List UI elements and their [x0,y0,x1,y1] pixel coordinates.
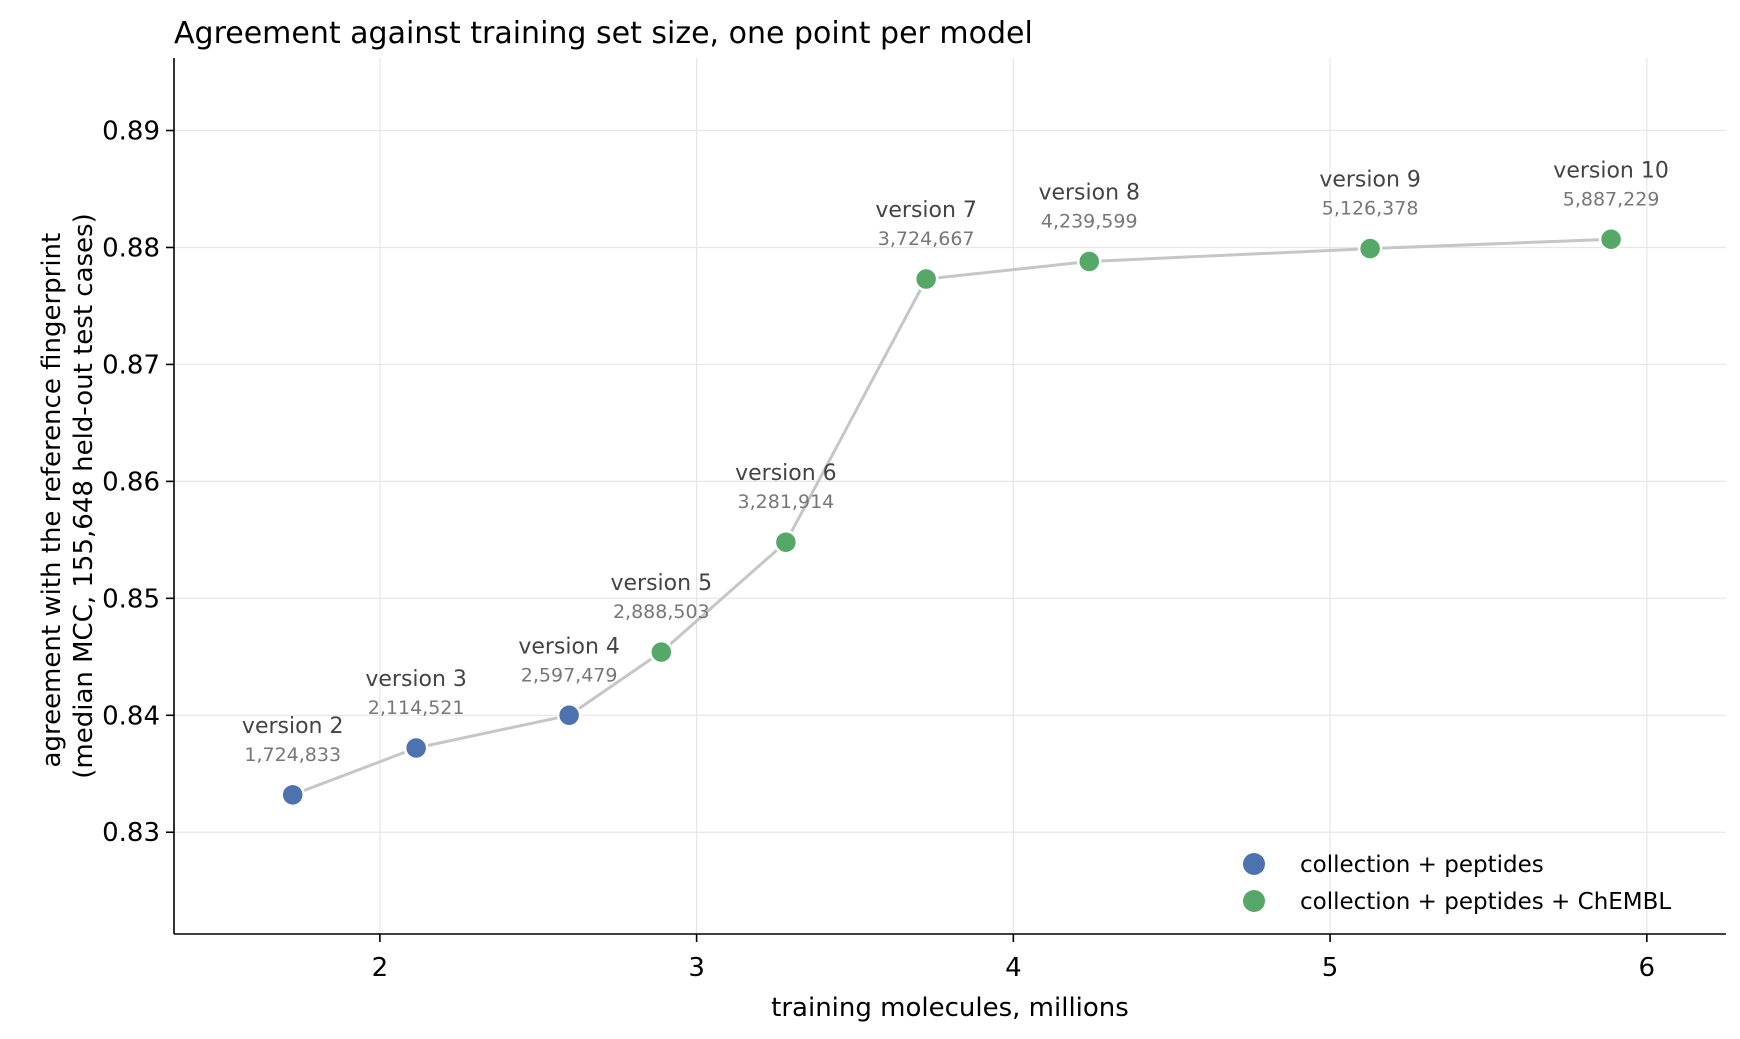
y-tick-label: 0.85 [102,584,160,614]
y-tick-label: 0.88 [102,233,160,263]
trend-line [292,237,1612,797]
y-axis-label-line-1: agreement with the reference fingerprint [37,233,67,768]
point-count-label: 5,126,378 [1322,198,1419,220]
data-point [913,266,939,292]
grid-lines [174,58,1726,934]
y-axis-label-line-2: (median MCC, 155,648 held-out test cases… [69,213,99,779]
y-tick-label: 0.89 [102,117,160,147]
point-count-label: 2,597,479 [521,664,618,686]
x-tick-label: 2 [372,953,389,983]
data-point [649,639,674,665]
x-tick-label: 4 [1005,953,1022,983]
axis-ticks: 2 3 4 5 6 0.83 0.84 0.85 0.86 0.87 0.88 0.89 [102,117,1655,983]
chart-title: Agreement against training set size, one… [174,16,1033,51]
point-version-label: version 6 [735,461,837,486]
point-version-label: version 5 [611,571,713,596]
point-version-label: version 2 [242,714,344,739]
data-point [773,529,799,555]
y-tick-label: 0.84 [102,701,160,731]
x-tick-label: 5 [1322,953,1339,983]
y-tick-label: 0.86 [102,467,160,497]
point-version-label: version 3 [365,667,467,692]
point-version-label: version 4 [518,634,620,659]
y-tick-label: 0.83 [102,818,160,848]
legend-label: collection + peptides + ChEMBL [1300,889,1671,915]
point-labels: version 2 1,724,833 version 3 2,114,521 vers… [242,158,1669,766]
legend-marker [1243,890,1265,912]
data-point [556,703,582,728]
point-count-label: 5,887,229 [1563,188,1660,210]
point-version-label: version 7 [875,198,977,223]
data-point [280,782,305,808]
point-version-label: version 9 [1319,168,1421,193]
point-version-label: version 10 [1553,158,1669,183]
data-point [403,735,429,761]
data-point [1076,249,1102,274]
data-point [1598,227,1624,252]
legend: collection + peptides collection + peptid… [1243,852,1671,915]
data-point [1357,236,1383,261]
point-count-label: 3,724,667 [878,228,975,250]
y-tick-label: 0.87 [102,350,160,380]
point-version-label: version 8 [1038,181,1140,206]
point-count-label: 3,281,914 [738,491,835,513]
legend-marker [1243,853,1265,875]
x-axis-label: training molecules, millions [771,993,1129,1023]
point-count-label: 1,724,833 [244,744,341,766]
point-count-label: 2,888,503 [613,601,710,623]
legend-label: collection + peptides [1300,852,1544,878]
x-tick-label: 3 [688,953,705,983]
y-axis-label: agreement with the reference fingerprint… [37,213,99,779]
data-points [280,227,1624,808]
point-count-label: 2,114,521 [368,697,465,719]
x-tick-label: 6 [1639,953,1656,983]
point-count-label: 4,239,599 [1041,211,1138,233]
